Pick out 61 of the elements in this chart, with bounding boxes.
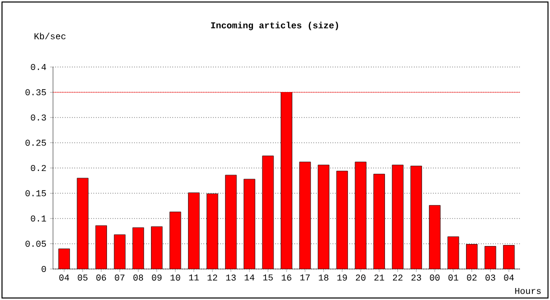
bar [503, 245, 515, 269]
x-tick-label: 18 [318, 274, 328, 281]
y-tick-label: 0.4 [30, 64, 46, 70]
y-tick-label: 0.1 [30, 215, 46, 222]
x-tick-label: 19 [337, 274, 347, 281]
x-tick-label: 20 [356, 274, 366, 281]
x-tick-label: 11 [189, 274, 199, 280]
x-tick-label: 15 [263, 274, 273, 281]
x-tick-label: 07 [114, 274, 124, 281]
y-tick-label: 0.15 [26, 190, 46, 196]
x-tick-label: 00 [430, 274, 440, 281]
bar [58, 248, 70, 269]
x-tick-label: 21 [374, 274, 384, 281]
bar [132, 228, 144, 269]
x-tick-label: 04 [504, 274, 514, 281]
x-tick-label: 17 [300, 274, 310, 280]
y-tick-label: 0.2 [30, 164, 46, 172]
bar [429, 205, 440, 269]
bar [262, 156, 274, 269]
bar [170, 212, 181, 269]
bar [355, 162, 366, 269]
x-tick-label: 22 [392, 274, 402, 281]
x-axis-title: Hours [515, 288, 541, 294]
bar [96, 226, 107, 269]
x-tick-label: 06 [96, 274, 106, 281]
x-tick-label: 12 [208, 274, 218, 281]
bar [392, 164, 404, 269]
y-tick-label: 0.05 [26, 240, 46, 247]
bar [466, 244, 478, 269]
x-tick-label: 04 [59, 274, 70, 281]
x-tick-label: 10 [170, 274, 180, 281]
bar [448, 236, 459, 269]
bar [225, 175, 236, 269]
x-tick-label: 02 [466, 274, 477, 281]
bar [374, 174, 385, 269]
y-tick-label: 0.3 [30, 114, 46, 121]
bar [77, 178, 88, 269]
bar [336, 171, 348, 269]
x-tick-label: 03 [486, 274, 496, 281]
y-axis-title: Kb/sec [34, 32, 66, 40]
x-tick-label: 05 [78, 274, 88, 281]
bar [299, 162, 311, 269]
x-tick-label: 14 [244, 274, 254, 280]
x-tick-label: 13 [226, 274, 236, 281]
x-tick-label: 16 [282, 274, 292, 281]
bar [188, 192, 200, 269]
bar [410, 166, 422, 269]
bar [114, 234, 126, 269]
x-tick-label: 08 [133, 274, 144, 281]
x-tick-label: 09 [152, 274, 162, 281]
bar [151, 226, 162, 269]
bar [484, 246, 496, 269]
bar [318, 164, 330, 269]
y-tick-label: 0.35 [26, 89, 46, 96]
bar [206, 194, 218, 269]
x-tick-label: 23 [411, 274, 422, 281]
y-tick-label: 0 [42, 266, 46, 272]
chart-title: Incoming articles (size) [211, 22, 338, 30]
bar [244, 179, 256, 269]
x-tick-label: 01 [448, 274, 458, 281]
y-tick-label: 0.25 [26, 140, 46, 146]
